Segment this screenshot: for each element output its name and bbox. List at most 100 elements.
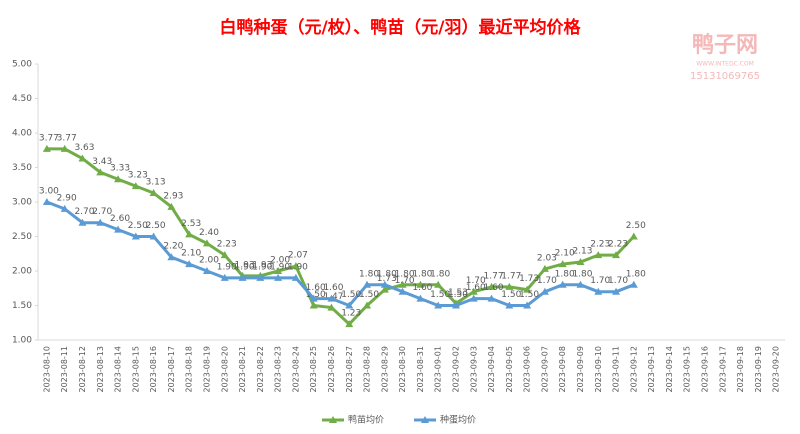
marker [363,280,372,288]
x-tick-label: 2023-08-25 [309,346,318,393]
data-label: 1.70 [395,276,415,286]
marker [220,251,229,259]
x-tick-label: 2023-08-26 [327,346,336,393]
x-tick-label: 2023-09-09 [576,346,585,393]
data-label: 1.80 [359,269,379,279]
marker [576,258,585,266]
x-tick-label: 2023-08-11 [60,346,69,393]
marker [505,301,514,309]
x-tick-label: 2023-09-03 [469,346,478,393]
legend-label: 种蛋均价 [440,414,476,426]
x-tick-label: 2023-08-18 [185,346,194,393]
data-label: 1.93 [252,260,272,270]
y-tick-label: 3.00 [12,198,32,208]
data-label: 1.60 [323,283,343,293]
marker [594,287,603,295]
legend-label: 鸭苗均价 [348,414,384,426]
data-label: 2.00 [270,256,290,266]
marker [434,301,443,309]
marker [612,251,621,259]
data-label: 2.23 [608,240,628,250]
chart-title: 白鸭种蛋（元/枚）、鸭苗（元/羽）最近平均价格 [220,17,582,38]
x-tick-label: 2023-08-13 [96,346,105,393]
data-label: 2.70 [92,207,112,217]
marker [149,189,158,197]
data-label: 2.50 [146,221,166,231]
marker [42,198,51,205]
data-label: 3.77 [39,133,59,143]
data-label: 3.77 [57,133,77,143]
x-tick-label: 2023-09-06 [523,346,532,393]
marker [345,320,354,328]
data-label: 1.50 [519,290,539,300]
data-label: 2.60 [110,214,130,224]
data-label: 1.70 [608,276,628,286]
data-label: 1.90 [270,262,290,272]
data-label: 1.90 [252,262,272,272]
marker [167,202,176,210]
y-tick-label: 4.00 [12,129,32,139]
data-label: 1.90 [235,262,255,272]
data-label: 3.23 [128,171,148,181]
data-label: 1.50 [448,290,468,300]
data-label: 1.50 [341,290,361,300]
marker [398,280,407,288]
data-label: 2.50 [626,221,646,231]
watermark: WWW.INTEDC.COM [696,61,754,68]
line [46,147,635,327]
data-label: 1.70 [590,276,610,286]
x-tick-label: 2023-09-20 [772,346,781,393]
data-label: 1.77 [501,271,521,281]
x-tick-label: 2023-08-19 [202,346,211,393]
x-tick-label: 2023-09-07 [540,346,549,393]
marker [398,287,407,295]
data-label: 2.20 [163,242,183,252]
marker [291,262,300,270]
data-label: 1.50 [359,290,379,300]
x-tick-label: 2023-08-22 [256,346,265,393]
marker [131,232,140,240]
y-tick-label: 4.50 [12,94,32,104]
x-tick-label: 2023-09-11 [612,346,621,393]
marker [220,273,229,281]
data-label: 2.07 [288,251,308,261]
data-label: 2.13 [572,247,592,257]
marker [558,260,567,268]
marker [309,301,318,309]
marker [451,301,460,309]
data-label: 1.73 [519,274,539,284]
line [46,200,635,308]
marker [114,175,123,183]
marker [487,294,496,302]
x-tick-label: 2023-08-29 [380,346,389,393]
marker [469,287,478,295]
data-label: 1.53 [448,288,468,298]
marker [42,144,51,152]
data-label: 2.53 [181,219,201,229]
data-label: 1.90 [217,262,237,272]
x-tick-label: 2023-09-02 [451,346,460,393]
data-label: 1.70 [466,276,486,286]
x-tick-label: 2023-08-28 [363,346,372,393]
data-label: 1.50 [501,290,521,300]
marker [327,303,336,311]
marker [327,294,336,302]
legend-marker [421,416,429,423]
marker [505,282,514,290]
data-label: 2.03 [537,253,557,263]
data-label: 1.80 [395,269,415,279]
y-tick-label: 3.50 [12,163,32,173]
marker [291,273,300,281]
x-tick-label: 2023-08-14 [114,346,123,393]
marker [202,239,211,247]
x-tick-label: 2023-08-15 [131,346,140,393]
marker [380,285,389,293]
marker [523,285,532,293]
marker [345,301,354,309]
data-label: 1.47 [323,292,343,302]
data-label: 1.77 [484,271,504,281]
marker [96,168,105,176]
marker [363,301,372,309]
marker [380,280,389,288]
data-label: 1.80 [555,269,575,279]
